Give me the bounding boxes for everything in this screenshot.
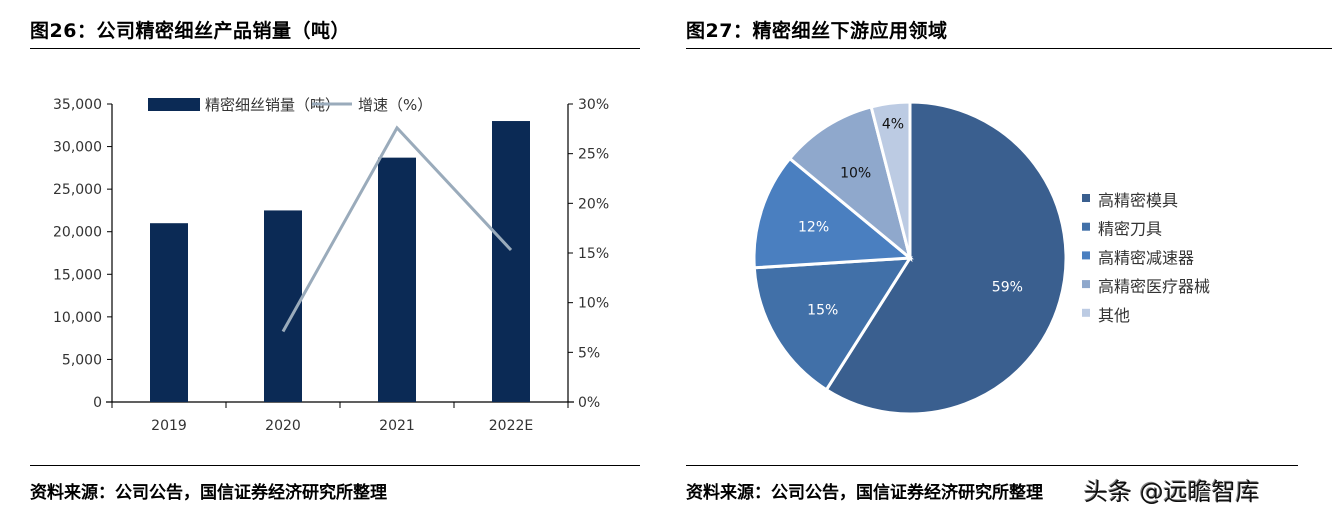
right-source: 资料来源：公司公告，国信证券经济研究所整理 [686, 483, 1043, 503]
legend-label: 高精密减速器 [1098, 248, 1194, 267]
legend-swatch [1082, 280, 1090, 289]
legend-label: 高精密医疗器械 [1098, 277, 1210, 296]
bar-2021 [378, 157, 416, 402]
pie-slice-1 [752, 256, 913, 392]
right-y-tick-label: 10% [578, 296, 609, 312]
legend-swatch [1082, 251, 1090, 260]
right-y-tick-label: 0% [578, 395, 600, 411]
pie-slice-label: 4% [882, 116, 904, 132]
pie-slice-label: 12% [798, 220, 829, 236]
pie-slice-0 [824, 100, 1068, 416]
left-y-tick-label: 5,000 [62, 352, 102, 368]
right-y-tick-label: 5% [578, 345, 600, 361]
legend-swatch [1082, 308, 1090, 317]
legend-label: 其他 [1098, 306, 1130, 325]
pie-slice-label: 10% [840, 165, 871, 181]
right-chart-title: 图27：精密细丝下游应用领域 [686, 20, 948, 42]
right-y-tick-label: 20% [578, 196, 609, 212]
legend-swatch [1082, 222, 1090, 231]
right-y-tick-label: 25% [578, 147, 609, 163]
left-y-tick-label: 30,000 [53, 140, 102, 156]
left-y-tick-label: 10,000 [53, 310, 102, 326]
watermark: 头条 @远瞻智库 [1084, 478, 1260, 506]
legend-swatch-sales [148, 98, 200, 111]
bar-2019 [150, 223, 188, 402]
right-y-tick-label: 15% [578, 246, 609, 262]
bar-2022E [492, 121, 530, 403]
x-tick-label: 2021 [379, 418, 415, 434]
left-y-tick-label: 15,000 [53, 267, 102, 283]
pie-slice-label: 15% [807, 303, 838, 319]
legend-swatch [1082, 194, 1090, 202]
left-y-tick-label: 35,000 [53, 97, 102, 113]
left-source: 资料来源：公司公告，国信证券经济研究所整理 [30, 483, 387, 503]
left-title-rule [30, 48, 640, 49]
pie-slice-2 [752, 156, 914, 270]
legend-label: 高精密模具 [1098, 191, 1178, 210]
left-chart-title: 图26：公司精密细丝产品销量（吨） [30, 20, 350, 42]
left-y-tick-label: 20,000 [53, 225, 102, 241]
legend-label-sales: 精密细丝销量（吨） [205, 96, 340, 114]
x-tick-label: 2022E [489, 418, 533, 434]
right-y-tick-label: 30% [578, 97, 609, 113]
left-y-tick-label: 0 [93, 395, 102, 411]
x-tick-label: 2019 [151, 418, 187, 434]
pie-slice-label: 59% [992, 279, 1023, 295]
left-y-tick-label: 25,000 [53, 182, 102, 198]
legend-label-growth: 增速（%） [358, 96, 432, 114]
right-title-rule [686, 48, 1332, 49]
pie-slice-4 [869, 100, 912, 259]
left-source-rule [30, 465, 640, 466]
legend-label: 精密刀具 [1098, 220, 1162, 239]
x-tick-label: 2020 [265, 418, 301, 434]
right-source-rule [686, 465, 1298, 466]
